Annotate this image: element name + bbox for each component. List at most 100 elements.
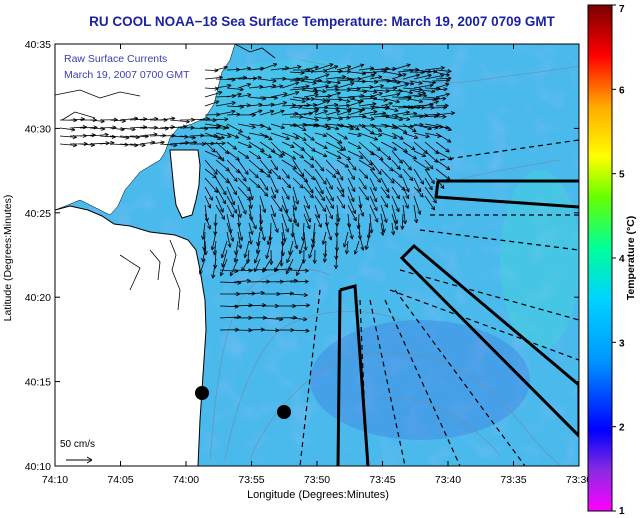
current-vector <box>209 135 225 140</box>
current-vector <box>413 159 430 171</box>
colorbar-tick-label: 4 <box>619 254 625 265</box>
current-vector <box>433 78 450 83</box>
colorbar-tick-label: 2 <box>619 423 625 434</box>
current-vector <box>270 101 288 107</box>
current-vector <box>303 168 316 181</box>
current-vector <box>313 89 327 94</box>
current-vector <box>402 73 420 80</box>
current-vector <box>226 231 232 248</box>
current-vector <box>325 65 339 71</box>
current-vector <box>385 71 403 77</box>
current-vector <box>325 102 339 108</box>
current-vector <box>289 279 309 284</box>
current-vector <box>270 195 283 212</box>
current-vector <box>289 292 308 298</box>
current-vector <box>226 132 240 139</box>
current-vector <box>270 141 285 156</box>
current-vector <box>248 231 253 245</box>
current-vector <box>358 177 367 190</box>
current-vector <box>364 231 371 250</box>
inset-label-line1: Raw Surface Currents <box>64 53 167 65</box>
current-vector <box>248 150 262 160</box>
current-vector <box>391 204 399 225</box>
colorbar-tick-label: 7 <box>619 4 625 15</box>
current-vector <box>281 204 292 223</box>
current-vector <box>347 132 362 138</box>
current-vector <box>435 177 445 190</box>
current-vector <box>314 159 325 172</box>
current-vector <box>237 123 256 129</box>
current-vector <box>275 266 293 271</box>
current-vector <box>314 84 329 89</box>
current-vector <box>347 159 357 171</box>
x-tick-label: 73:35 <box>500 474 526 486</box>
inset-label-line2: March 19, 2007 0700 GMT <box>64 69 190 81</box>
current-vector <box>259 109 275 116</box>
current-vector <box>259 159 272 174</box>
current-vector <box>336 150 351 161</box>
current-vector <box>281 186 290 200</box>
current-vector <box>314 132 327 138</box>
current-vector <box>259 186 269 197</box>
current-vector <box>248 102 263 107</box>
current-vector <box>402 204 408 225</box>
current-vector <box>424 159 434 170</box>
current-vector <box>391 150 403 164</box>
current-vector <box>361 116 375 121</box>
y-tick-label: 40:35 <box>25 39 51 51</box>
current-vector <box>270 109 285 116</box>
x-tick-label: 73:40 <box>435 474 461 486</box>
current-vector <box>402 132 419 139</box>
current-vector <box>215 101 236 107</box>
current-vector <box>380 150 392 161</box>
current-vector <box>358 159 376 171</box>
current-vector <box>337 107 352 112</box>
current-vector <box>402 123 417 133</box>
current-vector <box>248 177 261 189</box>
current-vector <box>373 97 388 103</box>
current-vector <box>413 132 430 139</box>
current-vector <box>435 141 450 153</box>
current-vector <box>312 249 317 264</box>
current-vector <box>435 159 451 171</box>
current-vector <box>358 168 369 179</box>
current-vector <box>303 204 312 223</box>
current-vector <box>413 186 424 198</box>
current-vector <box>358 231 365 251</box>
current-vector <box>292 141 305 151</box>
current-vector <box>204 213 212 230</box>
current-vector <box>281 222 287 243</box>
current-vector <box>391 186 400 200</box>
surface-current-vectors <box>59 63 456 333</box>
x-tick-label: 74:10 <box>42 474 68 486</box>
current-vector <box>391 132 404 140</box>
current-vector <box>391 222 396 236</box>
current-vector <box>215 186 227 205</box>
current-vector <box>204 132 222 140</box>
current-vector <box>237 103 251 108</box>
x-axis-label: Longitude (Degrees:Minutes) <box>247 489 389 501</box>
current-vector <box>369 132 383 137</box>
x-axis: 74:10 74:05 74:00 73:55 73:50 73:45 73:40 73:35… <box>42 44 592 486</box>
current-vector <box>237 204 242 218</box>
current-vector <box>204 90 223 98</box>
current-vector <box>292 231 299 250</box>
current-vector <box>380 132 398 140</box>
current-vector <box>259 222 266 241</box>
current-vector <box>237 93 252 98</box>
current-vector <box>248 222 254 235</box>
current-vector <box>402 186 410 200</box>
current-vector <box>435 150 453 161</box>
current-vector <box>369 213 374 234</box>
current-vector <box>325 74 347 80</box>
current-vector <box>281 132 300 140</box>
current-vector <box>336 132 348 140</box>
current-vector <box>409 122 424 128</box>
current-vector <box>433 71 450 77</box>
current-vector <box>303 150 315 161</box>
current-vector <box>397 80 415 86</box>
current-vector <box>285 258 294 275</box>
radar-range-lines <box>299 139 579 466</box>
current-vector <box>358 204 365 217</box>
current-vector <box>334 249 339 270</box>
